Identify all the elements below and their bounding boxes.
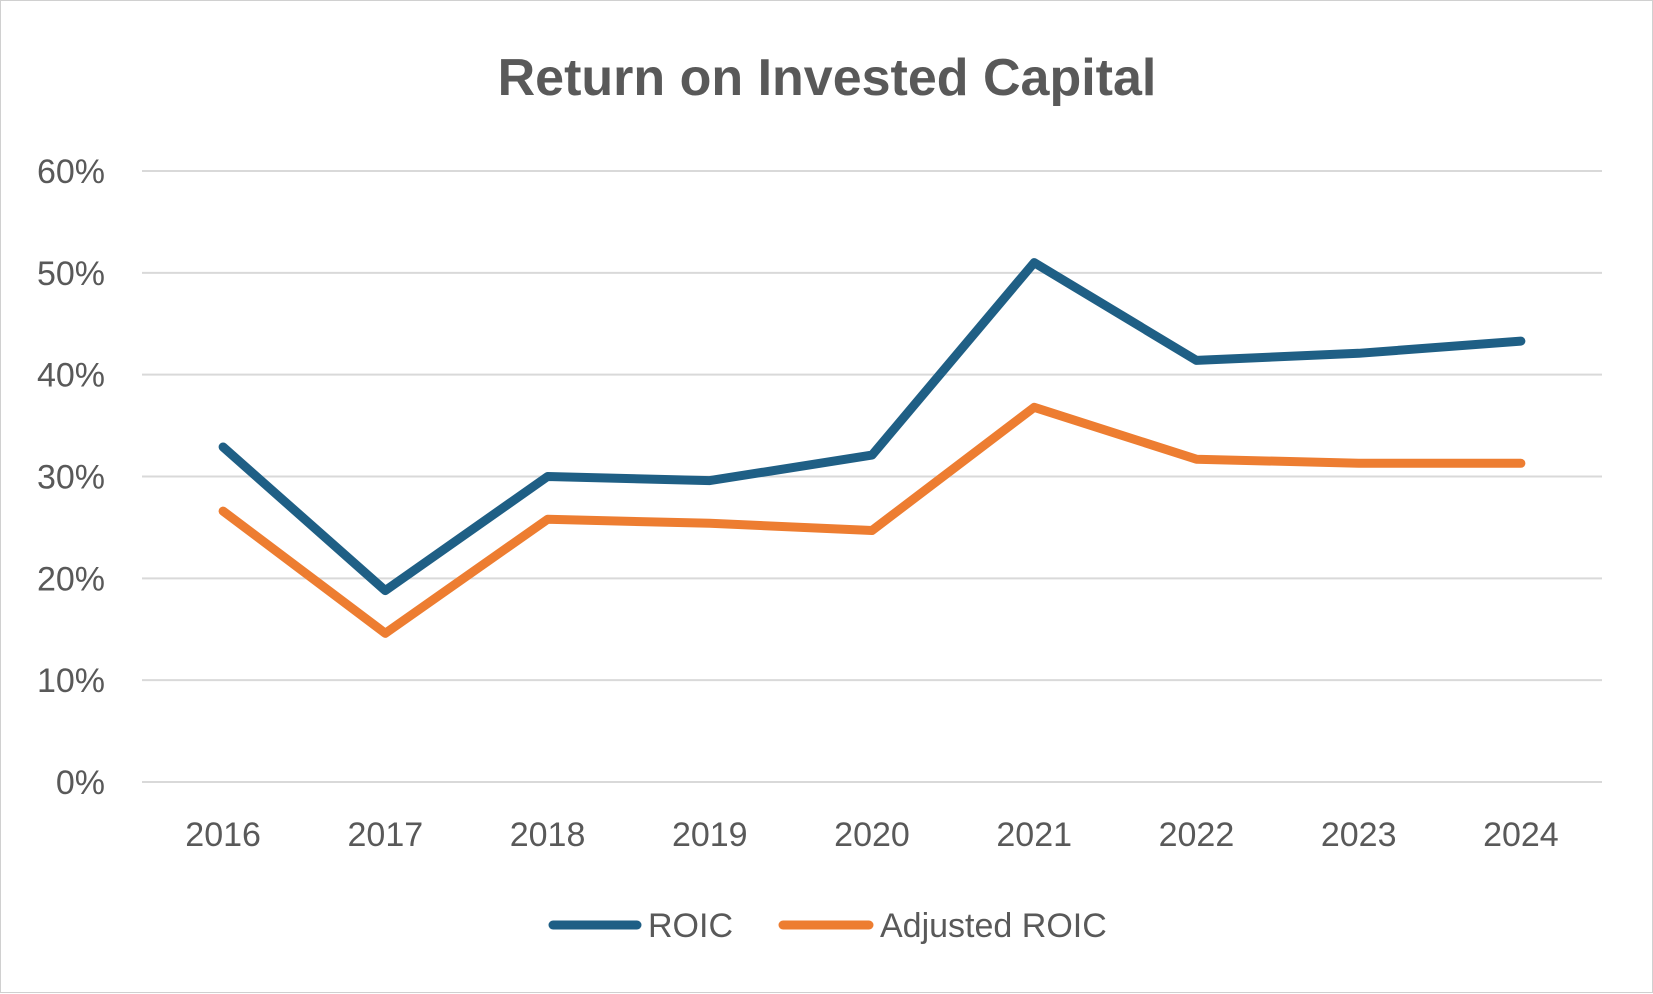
x-tick-label: 2016 [185,816,261,854]
y-tick-label: 60% [37,153,105,191]
x-tick-label: 2020 [834,816,910,854]
y-tick-label: 20% [37,560,105,598]
x-tick-label: 2017 [348,816,424,854]
legend-label: Adjusted ROIC [880,907,1107,945]
y-tick-label: 30% [37,459,105,497]
gridlines [142,171,1602,782]
y-tick-label: 50% [37,255,105,293]
legend-label: ROIC [648,907,733,945]
chart-title: Return on Invested Capital [498,49,1157,107]
x-tick-label: 2022 [1159,816,1235,854]
x-axis-ticks: 2016 2017 2018 2019 2020 2021 2022 2023 2024 [185,816,1558,854]
series-line-roic [223,263,1521,591]
y-tick-label: 10% [37,662,105,700]
legend: ROIC Adjusted ROIC [553,907,1107,945]
x-tick-label: 2018 [510,816,586,854]
x-tick-label: 2021 [996,816,1072,854]
y-tick-label: 40% [37,357,105,395]
x-tick-label: 2019 [672,816,748,854]
y-axis-ticks: 0% 10% 20% 30% 40% 50% 60% [37,153,105,802]
series-line-adjusted-roic [223,407,1521,633]
y-tick-label: 0% [56,764,105,802]
x-tick-label: 2024 [1483,816,1559,854]
x-tick-label: 2023 [1321,816,1397,854]
